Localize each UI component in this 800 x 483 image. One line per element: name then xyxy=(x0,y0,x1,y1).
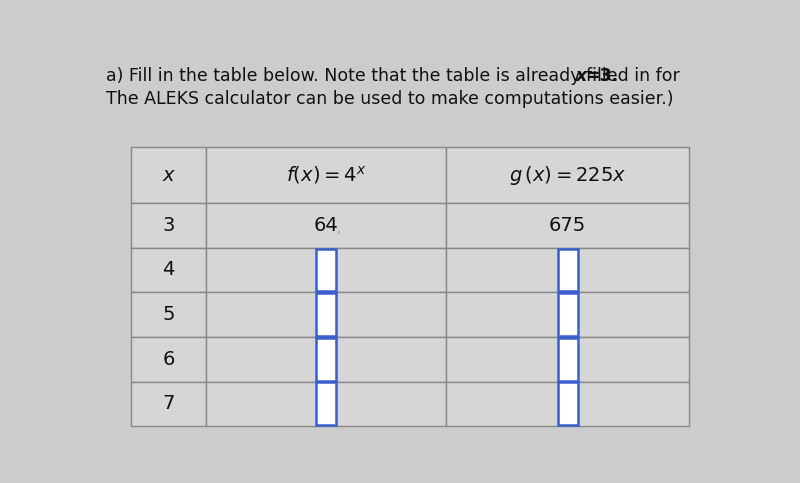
Bar xyxy=(131,147,206,203)
Bar xyxy=(131,203,206,248)
Bar xyxy=(446,147,689,203)
Text: 675: 675 xyxy=(549,216,586,235)
Text: 7: 7 xyxy=(162,394,175,413)
Bar xyxy=(558,249,578,291)
Text: 6: 6 xyxy=(162,350,175,369)
Bar xyxy=(446,337,689,382)
Bar xyxy=(558,338,578,381)
Bar xyxy=(206,292,446,337)
Text: $g\,(x)=225x$: $g\,(x)=225x$ xyxy=(509,164,626,186)
Text: $x$: $x$ xyxy=(162,166,176,185)
Bar xyxy=(446,292,689,337)
Bar xyxy=(446,203,689,248)
Text: 4: 4 xyxy=(162,260,175,280)
Bar xyxy=(316,293,336,336)
Text: =3.: =3. xyxy=(585,67,618,85)
Bar xyxy=(316,338,336,381)
Text: x: x xyxy=(576,67,587,85)
Bar xyxy=(316,249,336,291)
Bar xyxy=(316,293,336,336)
Bar xyxy=(206,248,446,292)
Bar xyxy=(558,383,578,425)
Bar xyxy=(558,249,578,291)
Bar xyxy=(131,248,206,292)
Bar xyxy=(131,382,206,426)
Bar xyxy=(446,248,689,292)
Bar xyxy=(446,382,689,426)
Bar xyxy=(206,337,446,382)
Text: a) Fill in the table below. Note that the table is already filled in for: a) Fill in the table below. Note that th… xyxy=(106,67,686,85)
Text: 3: 3 xyxy=(162,216,175,235)
Bar xyxy=(316,249,336,291)
Text: ,: , xyxy=(337,223,341,236)
Bar xyxy=(558,293,578,336)
Bar xyxy=(558,383,578,425)
Bar xyxy=(131,337,206,382)
Text: 5: 5 xyxy=(162,305,175,324)
Bar xyxy=(131,292,206,337)
Bar xyxy=(316,338,336,381)
Bar xyxy=(206,203,446,248)
Bar xyxy=(206,382,446,426)
Bar xyxy=(558,293,578,336)
Bar xyxy=(316,383,336,425)
Bar xyxy=(316,383,336,425)
Text: $f(x)=4^x$: $f(x)=4^x$ xyxy=(286,164,366,186)
Bar xyxy=(558,338,578,381)
Text: The ALEKS calculator can be used to make computations easier.): The ALEKS calculator can be used to make… xyxy=(106,89,674,108)
Bar xyxy=(206,147,446,203)
Text: 64: 64 xyxy=(314,216,338,235)
